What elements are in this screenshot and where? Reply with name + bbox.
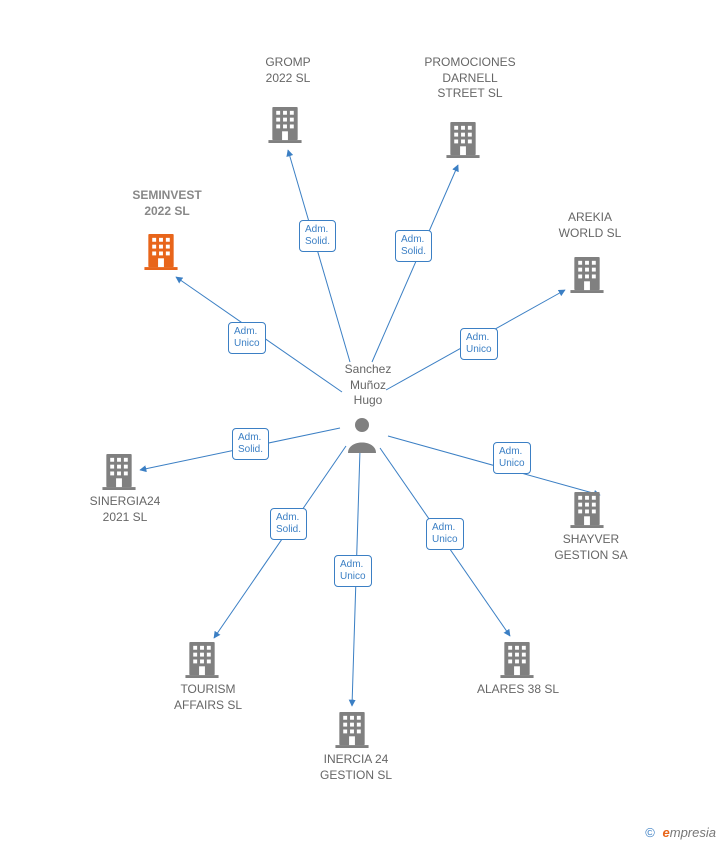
edge-tourism <box>214 446 346 638</box>
edge-label-arekia: Adm. Unico <box>460 328 498 360</box>
edge-gromp <box>288 150 350 362</box>
edge-label-alares: Adm. Unico <box>426 518 464 550</box>
edge-label-shayver: Adm. Unico <box>493 442 531 474</box>
edge-label-promo: Adm. Solid. <box>395 230 432 262</box>
building-icon-seminvest <box>144 232 178 270</box>
building-icon-alares <box>500 640 534 678</box>
building-icon-sinergia <box>102 452 136 490</box>
node-label-gromp: GROMP 2022 SL <box>243 55 333 86</box>
building-icon-inercia <box>335 710 369 748</box>
edge-label-inercia: Adm. Unico <box>334 555 372 587</box>
node-label-promo: PROMOCIONES DARNELL STREET SL <box>410 55 530 102</box>
edge-promo <box>372 165 458 362</box>
node-label-seminvest: SEMINVEST 2022 SL <box>112 188 222 219</box>
center-person-label: Sanchez Muñoz Hugo <box>338 362 398 409</box>
brand-rest: mpresia <box>670 825 716 840</box>
brand-first-letter: e <box>663 825 670 840</box>
person-icon <box>345 415 379 453</box>
copyright: © empresia <box>645 825 716 840</box>
node-label-arekia: AREKIA WORLD SL <box>545 210 635 241</box>
building-icon-shayver <box>570 490 604 528</box>
edge-label-tourism: Adm. Solid. <box>270 508 307 540</box>
building-icon-tourism <box>185 640 219 678</box>
node-label-alares: ALARES 38 SL <box>463 682 573 698</box>
building-icon-promo <box>446 120 480 158</box>
edge-label-gromp: Adm. Solid. <box>299 220 336 252</box>
edge-label-sinergia: Adm. Solid. <box>232 428 269 460</box>
node-label-sinergia: SINERGIA24 2021 SL <box>75 494 175 525</box>
copyright-symbol: © <box>645 825 655 840</box>
building-icon-gromp <box>268 105 302 143</box>
node-label-inercia: INERCIA 24 GESTION SL <box>306 752 406 783</box>
edge-label-seminvest: Adm. Unico <box>228 322 266 354</box>
node-label-tourism: TOURISM AFFAIRS SL <box>158 682 258 713</box>
node-label-shayver: SHAYVER GESTION SA <box>546 532 636 563</box>
building-icon-arekia <box>570 255 604 293</box>
